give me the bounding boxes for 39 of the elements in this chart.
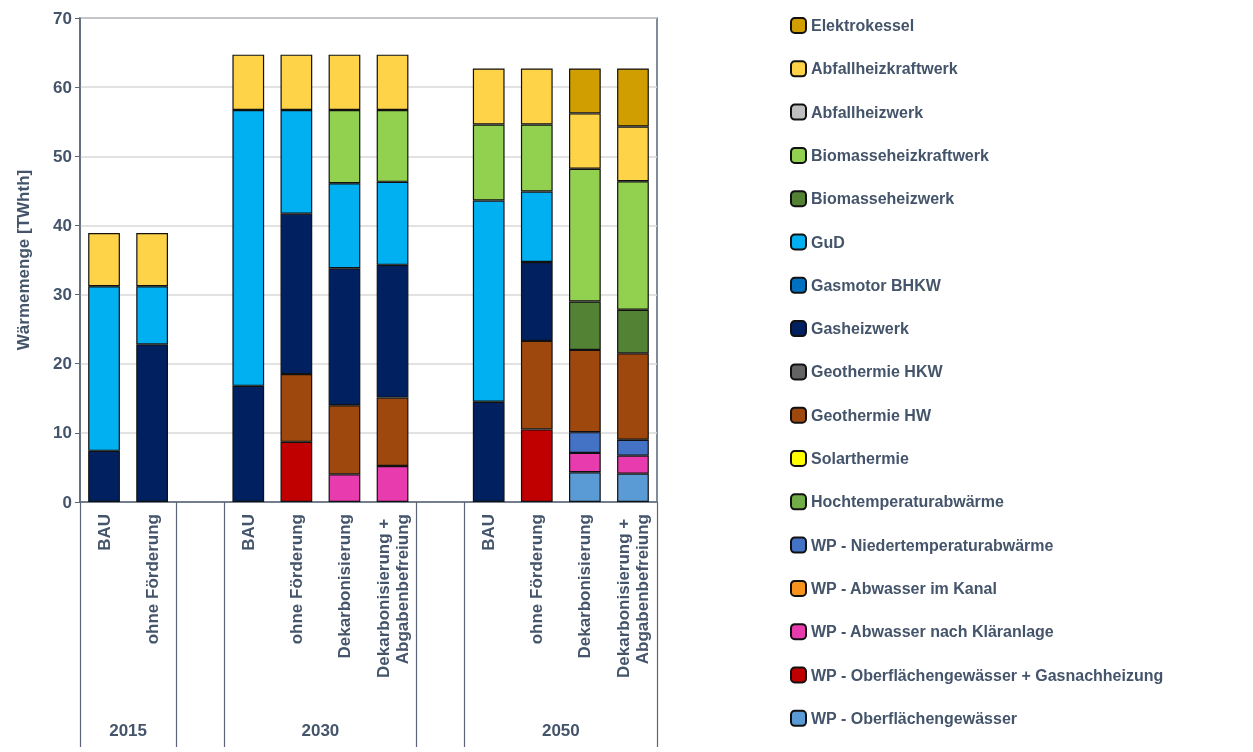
legend-label: Biomasseheizwerk xyxy=(811,190,955,208)
x-tick-label: ohne Förderung xyxy=(527,514,547,645)
legend-label: WP - Abwasser im Kanal xyxy=(811,579,997,597)
x-tick-label: BAU xyxy=(479,514,499,551)
y-tick-label: 10 xyxy=(53,423,72,443)
x-tick-label: ohne Förderung xyxy=(286,514,306,645)
legend-label: Biomasseheizkraftwerk xyxy=(811,146,989,164)
x-tick-label: Dekarbonisierung + Abgabenbefreiung xyxy=(373,514,412,678)
legend-label: GuD xyxy=(811,233,845,251)
y-tick-label: 0 xyxy=(62,492,72,512)
x-tick-label: BAU xyxy=(238,514,258,551)
x-tick-label: Dekarbonisierung + Abgabenbefreiung xyxy=(613,514,652,678)
legend-label: WP - Oberflächengewässer xyxy=(811,709,1017,727)
legend-label: Geothermie HW xyxy=(811,406,932,424)
legend-label: WP - Oberflächengewässer + Gasnachheizung xyxy=(811,666,1164,684)
x-tick-label: Dekarbonisierung xyxy=(334,514,354,659)
y-tick-label: 30 xyxy=(53,285,72,305)
text: 2015 xyxy=(109,721,147,740)
legend-label: Hochtemperaturabwärme xyxy=(811,493,1005,511)
x-tick-label: Dekarbonisierung xyxy=(575,514,595,659)
legend-label: WP - Abwasser nach Kläranlage xyxy=(811,623,1054,641)
legend-label: Abfallheizkraftwerk xyxy=(811,60,958,78)
legend-label: Solarthermie xyxy=(811,450,909,467)
text: 2030 xyxy=(301,721,340,740)
legend-label: Gasmotor BHKW xyxy=(811,276,942,294)
text: 2050 xyxy=(541,721,580,740)
y-tick-label: 20 xyxy=(53,354,72,374)
y-tick-label: 70 xyxy=(53,8,72,28)
legend-label: Geothermie HKW xyxy=(811,363,944,381)
y-tick-label: 50 xyxy=(53,146,72,166)
x-tick-label: BAU xyxy=(94,514,114,551)
legend-label: WP - Niedertemperaturabwärme xyxy=(811,536,1054,554)
legend-label: Gasheizwerk xyxy=(811,320,909,338)
y-tick-label: 40 xyxy=(53,215,72,235)
legend-label: Abfallheizwerk xyxy=(811,103,924,121)
x-tick-label: ohne Förderung xyxy=(142,514,162,645)
legend-label: Elektrokessel xyxy=(811,17,915,34)
y-tick-label: 60 xyxy=(53,77,72,97)
y-axis-title: Wärmemenge [TWhth] xyxy=(14,169,33,351)
